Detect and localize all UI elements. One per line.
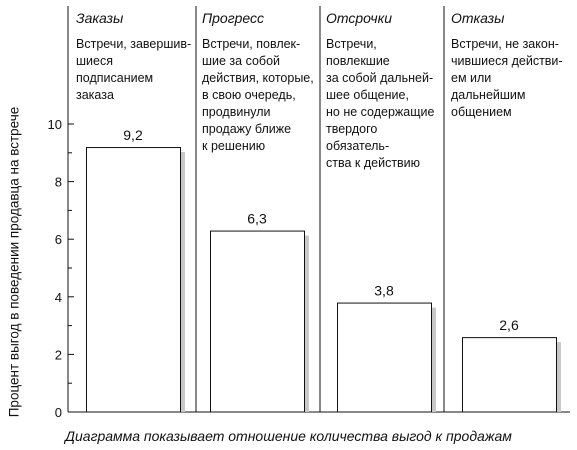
panel-description-progress: Встречи, повлек- шие за собой действия, … xyxy=(202,37,314,153)
bar-4 xyxy=(462,337,557,413)
bar-2 xyxy=(210,230,305,413)
panel-description-delays: Встречи, повлекшие за собой дальней- шее… xyxy=(326,37,435,170)
bar-value-label: 6,3 xyxy=(247,211,267,227)
bar-1 xyxy=(86,147,181,413)
y-tick-label: 0 xyxy=(55,405,62,420)
bar-value-label: 9,2 xyxy=(123,127,143,143)
y-axis-label: Процент выгод в поведении продавца на вс… xyxy=(6,106,22,418)
y-tick-label: 6 xyxy=(55,232,62,247)
panel-title-orders: Заказы xyxy=(76,10,124,26)
y-tick-label: 10 xyxy=(48,117,62,132)
bar-3 xyxy=(337,302,432,413)
panel-title-progress: Прогресс xyxy=(202,10,265,26)
x-axis-label: Диаграмма показывает отношение количеств… xyxy=(65,428,512,444)
y-tick-label: 2 xyxy=(55,347,62,362)
panel-title-delays: Отсрочки xyxy=(326,10,392,26)
panel-progress: Прогресс Встречи, повлек- шие за собой д… xyxy=(202,10,318,155)
y-tick-label: 8 xyxy=(55,175,62,190)
y-axis-label-container: Процент выгод в поведении продавца на вс… xyxy=(0,0,28,450)
panel-orders: Заказы Встречи, завершив- шиеся подписан… xyxy=(76,10,192,104)
bar-value-label: 2,6 xyxy=(499,317,519,333)
bar-value-label: 3,8 xyxy=(374,283,394,299)
panel-description-refusals: Встречи, не закон- чившиеся действи- ем … xyxy=(451,37,563,119)
panel-description-orders: Встречи, завершив- шиеся подписанием зак… xyxy=(76,37,192,102)
panel-title-refusals: Отказы xyxy=(451,10,505,26)
panel-delays: Отсрочки Встречи, повлекшие за собой дал… xyxy=(326,10,442,172)
y-tick-label: 4 xyxy=(55,290,62,305)
panel-refusals: Отказы Встречи, не закон- чившиеся дейст… xyxy=(451,10,569,121)
